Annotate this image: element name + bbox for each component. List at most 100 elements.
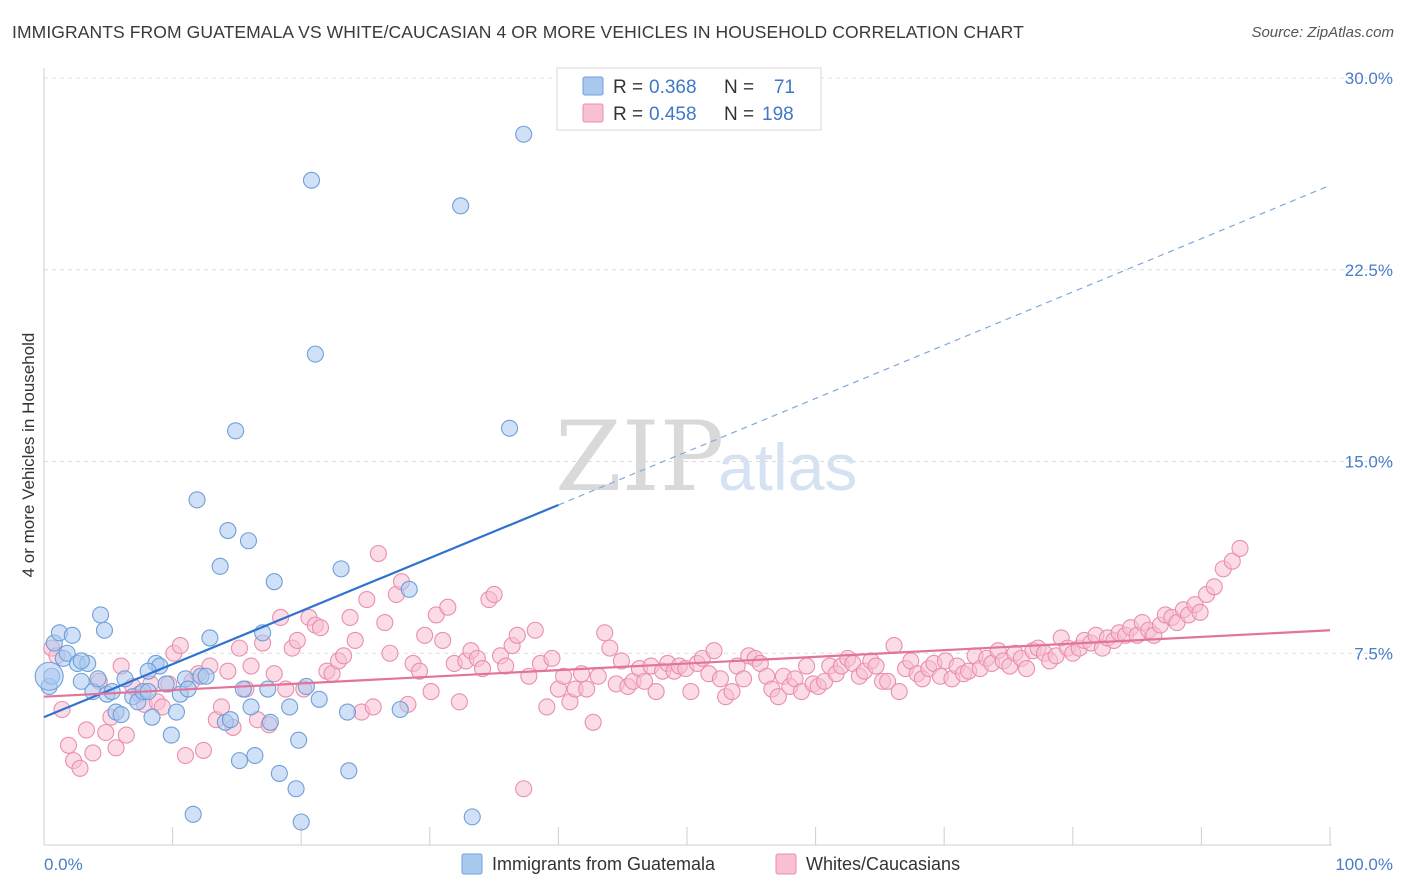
series-swatch-guatemala [461, 853, 483, 875]
whites-point-95 [596, 624, 614, 642]
whites-point-203 [1231, 539, 1249, 557]
y-axis-label: 4 or more Vehicles in Household [19, 333, 38, 578]
whites-point-93 [584, 713, 602, 731]
whites-point-9 [97, 723, 115, 742]
guatemala-point-53 [290, 731, 308, 749]
guatemala-point-12 [92, 606, 110, 624]
whites-point-202 [1223, 552, 1241, 570]
whites-point-92 [578, 680, 596, 698]
guatemala-point-31 [184, 805, 202, 823]
whites-trend-line [43, 629, 1331, 698]
watermark-atlas: atlas [718, 430, 857, 504]
whites-point-142 [867, 657, 885, 675]
guatemala-point-54 [292, 813, 310, 831]
whites-point-117 [723, 683, 741, 701]
guatemala-point-64 [452, 197, 470, 215]
chart-source: Source: ZipAtlas.com [1251, 24, 1394, 41]
guatemala-point-63 [400, 580, 418, 598]
whites-point-78 [497, 657, 515, 675]
whites-point-76 [485, 585, 503, 603]
guatemala-point-41 [230, 752, 249, 770]
whites-point-125 [769, 688, 787, 706]
whites-point-102 [636, 672, 654, 690]
whites-point-114 [705, 642, 723, 660]
guatemala-point-5 [58, 644, 76, 662]
whites-point-68 [439, 598, 457, 616]
guatemala-point-39 [221, 711, 240, 729]
guatemala-point-51 [281, 698, 299, 716]
guatemala-point-34 [197, 667, 215, 685]
guatemala-point-42 [234, 680, 252, 698]
whites-point-7 [84, 744, 102, 762]
legend-r-label-2: R = [613, 104, 643, 125]
guatemala-point-69 [95, 621, 113, 639]
guatemala-point-65 [463, 808, 481, 826]
guatemala-point-40 [227, 422, 245, 440]
whites-point-52 [346, 631, 364, 650]
whites-point-64 [416, 626, 434, 644]
whites-point-30 [219, 662, 237, 680]
whites-point-26 [194, 741, 213, 759]
guatemala-point-66 [500, 419, 519, 437]
whites-point-38 [265, 665, 283, 683]
legend-n-label-2: N = [724, 104, 754, 125]
guatemala-point-large [34, 661, 64, 691]
whites-point-23 [176, 746, 195, 765]
watermark: ZIP atlas [555, 401, 857, 513]
whites-point-34 [242, 657, 260, 675]
whites-point-130 [798, 657, 816, 675]
guatemala-trend-extension [558, 184, 1331, 506]
whites-point-55 [364, 698, 382, 716]
guatemala-point-45 [246, 746, 264, 765]
guatemala-point-22 [143, 708, 161, 726]
whites-point-5 [71, 759, 89, 777]
whites-point-6 [77, 721, 95, 739]
y-tick-label-0: 7.5% [1354, 644, 1393, 663]
whites-point-46 [311, 619, 330, 637]
whites-point-63 [410, 662, 429, 680]
guatemala-point-67 [515, 125, 533, 143]
guatemala-point-62 [391, 700, 409, 719]
guatemala-point-48 [261, 713, 279, 731]
whites-point-88 [554, 667, 573, 685]
whites-point-94 [589, 667, 607, 685]
guatemala-point-25 [157, 675, 175, 693]
chart-title: IMMIGRANTS FROM GUATEMALA VS WHITE/CAUCA… [12, 22, 1024, 42]
whites-point-104 [647, 683, 665, 701]
whites-point-56 [369, 544, 387, 563]
guatemala-point-32 [188, 491, 206, 509]
guatemala-point-6 [63, 626, 81, 644]
whites-point-11 [107, 739, 125, 757]
y-tick-label-1: 15.0% [1345, 453, 1393, 472]
legend-n-label-1: N = [724, 77, 754, 98]
guatemala-point-47 [259, 680, 277, 698]
guatemala-point-16 [112, 706, 130, 724]
guatemala-point-61 [338, 703, 357, 721]
legend-r-value-1: 0.368 [649, 77, 697, 98]
whites-point-115 [711, 670, 729, 688]
whites-point-67 [434, 631, 452, 650]
legend-n-value-1: 71 [774, 77, 795, 98]
whites-point-198 [1191, 603, 1209, 621]
series-swatch-whites [775, 853, 797, 875]
guatemala-point-44 [242, 698, 260, 716]
guatemala-point-60 [340, 762, 358, 780]
whites-point-42 [288, 631, 306, 650]
whites-point-98 [612, 652, 630, 670]
guatemala-trend-line [43, 503, 559, 719]
legend-n-value-2: 198 [762, 104, 794, 125]
guatemala-point-43 [239, 532, 258, 550]
guatemala-point-50 [270, 764, 288, 782]
whites-point-145 [885, 637, 903, 655]
whites-point-57 [376, 614, 394, 632]
y-tick-labels: 7.5% 15.0% 22.5% 30.0% [1345, 69, 1393, 663]
axes [43, 68, 1332, 846]
y-tick-label-3: 30.0% [1345, 69, 1393, 88]
series-label-guatemala: Immigrants from Guatemala [492, 854, 716, 874]
guatemala-point-49 [265, 573, 283, 591]
legend-r-value-2: 0.458 [649, 104, 697, 125]
guatemala-point-56 [302, 171, 321, 189]
guatemala-point-55 [297, 677, 315, 696]
guatemala-point-58 [310, 690, 328, 708]
